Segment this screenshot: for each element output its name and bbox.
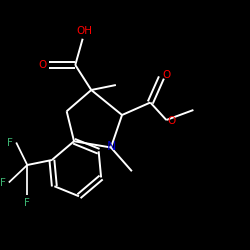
Text: F: F xyxy=(7,138,13,147)
Text: O: O xyxy=(167,116,175,126)
Text: F: F xyxy=(24,198,30,207)
Text: OH: OH xyxy=(76,26,92,36)
Text: F: F xyxy=(0,178,6,188)
Text: O: O xyxy=(162,70,170,80)
Text: O: O xyxy=(38,60,47,70)
Text: N: N xyxy=(106,140,116,153)
